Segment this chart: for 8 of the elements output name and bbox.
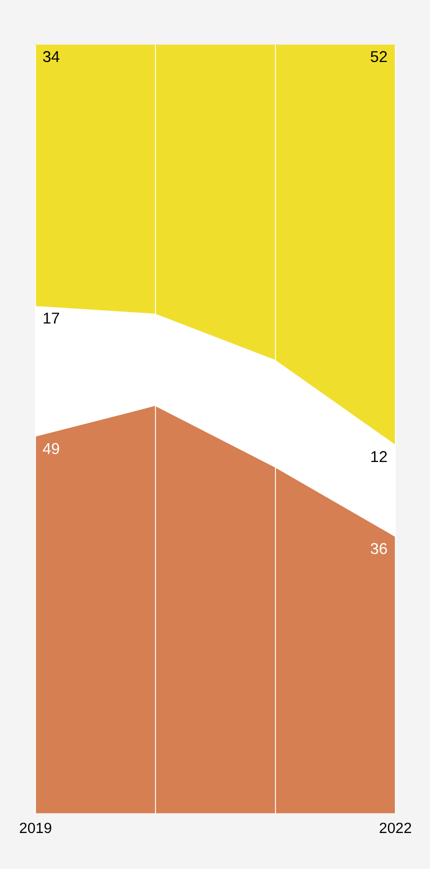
data-label: 34 bbox=[42, 49, 60, 66]
x-tick-label: 2022 bbox=[378, 821, 412, 838]
data-label: 12 bbox=[370, 448, 388, 466]
data-label: 52 bbox=[370, 49, 388, 66]
x-tick-label: 2019 bbox=[19, 821, 52, 838]
data-label: 49 bbox=[42, 441, 60, 458]
data-label: 17 bbox=[42, 310, 60, 328]
data-label: 36 bbox=[370, 541, 388, 558]
